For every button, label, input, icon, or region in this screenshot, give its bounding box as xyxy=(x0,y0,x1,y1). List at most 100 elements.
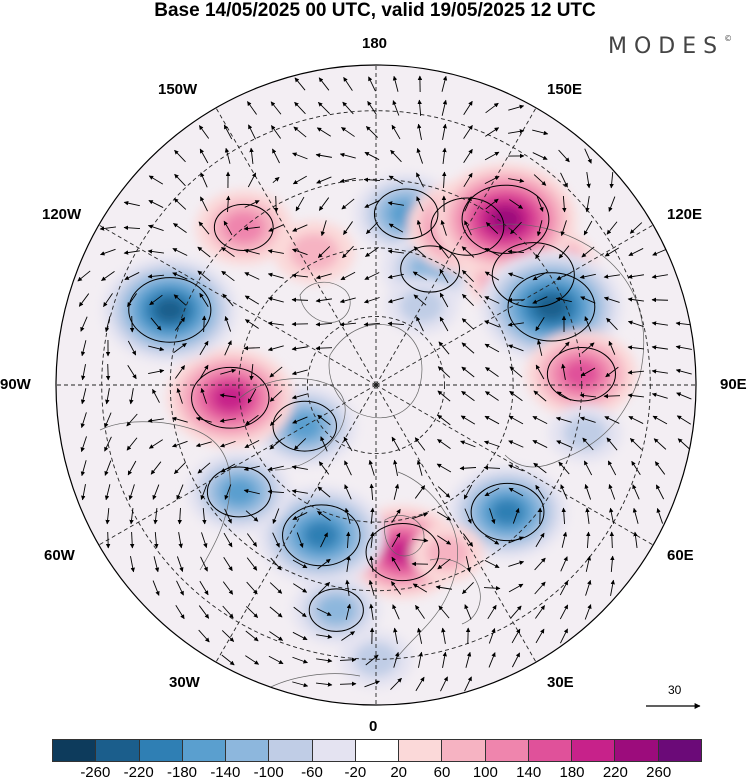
wind-arrow xyxy=(556,440,572,448)
wind-arrow xyxy=(508,415,524,425)
wind-arrow xyxy=(272,532,280,548)
wind-arrow xyxy=(412,271,428,281)
wind-arrow xyxy=(175,604,185,620)
wind-arrow xyxy=(268,224,284,232)
colorbar-swatch xyxy=(139,740,183,761)
lon-label-120e: 120E xyxy=(667,206,703,223)
wind-arrow xyxy=(655,484,665,500)
wind-arrow xyxy=(627,297,644,302)
wind-arrow xyxy=(511,628,521,644)
wind-arrow xyxy=(269,414,283,426)
wind-arrow xyxy=(315,322,333,327)
wind-arrow xyxy=(603,274,620,279)
wind-arrow xyxy=(439,316,449,332)
colorbar-swatch xyxy=(96,740,140,761)
wind-arrow xyxy=(509,199,523,209)
wind-arrow xyxy=(608,484,616,500)
anomaly-contour xyxy=(461,184,550,254)
anomaly-contour xyxy=(365,522,440,582)
wind-arrow xyxy=(176,387,183,404)
wind-arrow xyxy=(585,579,592,596)
wind-arrow xyxy=(80,412,87,429)
wind-arrow xyxy=(343,436,353,452)
wind-arrow xyxy=(442,651,447,668)
colorbar-tick-label: 260 xyxy=(646,764,672,781)
wind-arrow xyxy=(604,247,620,257)
wind-arrow xyxy=(244,295,260,305)
wind-arrow xyxy=(99,226,116,231)
wind-arrow xyxy=(584,484,592,500)
wind-arrow xyxy=(417,123,422,140)
wind-arrow xyxy=(391,556,401,572)
wind-arrow xyxy=(200,556,208,572)
wind-arrow xyxy=(555,296,572,303)
wind-arrow xyxy=(606,317,618,331)
wind-arrow xyxy=(508,464,524,472)
wind-arrow xyxy=(292,152,308,160)
wind-arrow xyxy=(536,220,543,237)
wind-arrow xyxy=(484,343,500,353)
wind-arrow xyxy=(460,440,476,448)
wind-arrow xyxy=(104,460,112,476)
colorbar-swatch xyxy=(658,740,701,761)
wind-arrow xyxy=(508,272,524,280)
wind-arrow xyxy=(418,651,423,668)
wind-arrow xyxy=(346,531,351,549)
wind-arrow xyxy=(198,605,210,619)
wind-arrow xyxy=(536,339,543,356)
wind-arrow xyxy=(345,603,352,620)
wind-arrow xyxy=(387,201,404,206)
wind-arrow xyxy=(244,200,260,208)
wind-arrow xyxy=(123,225,141,230)
latitude-circle xyxy=(238,247,514,523)
wind-arrow xyxy=(267,345,284,352)
wind-arrow xyxy=(558,245,570,259)
wind-arrow xyxy=(200,387,207,404)
wind-arrow xyxy=(147,224,164,231)
wind-arrow xyxy=(148,439,163,449)
wind-arrow xyxy=(416,219,423,236)
wind-arrow xyxy=(272,176,280,184)
wind-arrow xyxy=(604,416,620,424)
wind-arrow xyxy=(363,297,380,304)
wind-arrow xyxy=(294,101,306,115)
wind-arrow xyxy=(651,345,668,350)
wind-arrow xyxy=(368,76,376,92)
wind-arrow xyxy=(105,507,110,525)
wind-arrow xyxy=(508,104,525,111)
wind-arrow xyxy=(534,557,546,571)
lon-label-30w: 30W xyxy=(169,674,200,691)
meridian-line xyxy=(375,384,654,546)
colorbar-swatch xyxy=(572,740,616,761)
wind-arrow xyxy=(440,676,448,692)
anomaly-field xyxy=(102,163,638,689)
wind-arrow xyxy=(555,416,572,423)
wind-arrow xyxy=(365,126,379,138)
wind-arrow xyxy=(147,274,165,279)
colorbar-swatch xyxy=(528,740,573,761)
wind-arrow xyxy=(509,390,523,402)
wind-arrow xyxy=(105,363,111,381)
wind-arrow xyxy=(344,484,352,500)
wind-arrow xyxy=(415,676,425,692)
wind-arrow xyxy=(267,489,285,494)
wind-arrow xyxy=(245,655,260,665)
wind-arrow xyxy=(174,365,186,379)
wind-arrow xyxy=(130,556,135,573)
wind-arrow xyxy=(364,200,380,208)
wind-arrow xyxy=(198,221,210,235)
wind-arrow xyxy=(484,175,500,185)
colorbar-swatch xyxy=(182,740,227,761)
wind-arrow xyxy=(585,555,592,572)
wind-arrow xyxy=(294,77,306,91)
wind-arrow xyxy=(339,177,356,184)
wind-arrow xyxy=(249,363,254,381)
wind-arrow xyxy=(368,579,375,596)
anomaly-shading xyxy=(317,595,356,626)
wind-arrow xyxy=(585,507,590,524)
wind-arrow xyxy=(370,507,375,525)
wind-arrow xyxy=(533,174,547,186)
wind-arrow xyxy=(365,654,379,666)
wind-arrow xyxy=(560,628,568,644)
wind-arrow xyxy=(437,486,451,498)
